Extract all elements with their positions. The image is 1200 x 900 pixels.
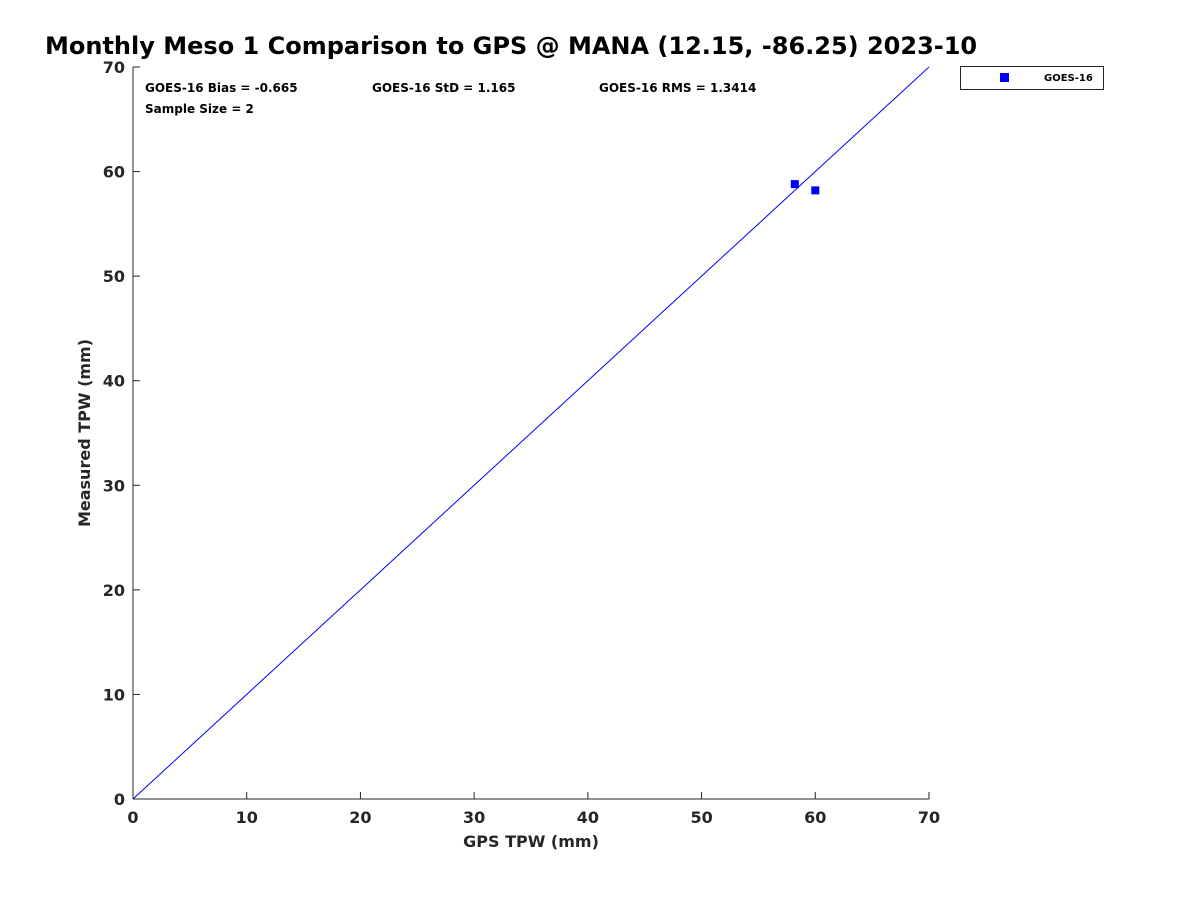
x-axis-ticks: 0 10 20 30 40 50 60 70 [127, 792, 940, 827]
legend: GOES-16 [960, 66, 1104, 90]
legend-marker-goes16 [1000, 73, 1009, 82]
stat-sample-size: Sample Size = 2 [145, 102, 254, 116]
legend-label-goes16: GOES-16 [1044, 73, 1093, 84]
chart-title: Monthly Meso 1 Comparison to GPS @ MANA … [45, 32, 977, 60]
data-point [811, 186, 820, 195]
y-tick-label: 30 [103, 476, 125, 495]
y-tick-label: 0 [114, 790, 125, 809]
stat-bias: GOES-16 Bias = -0.665 [145, 81, 298, 95]
x-tick-label: 50 [690, 808, 712, 827]
data-point [790, 180, 799, 189]
y-axis-ticks: 0 10 20 30 40 50 60 70 [103, 58, 140, 809]
x-tick-label: 60 [804, 808, 826, 827]
y-tick-label: 20 [103, 581, 125, 600]
stat-rms: GOES-16 RMS = 1.3414 [599, 81, 756, 95]
data-points-layer [790, 180, 820, 195]
reference-line-layer [132, 66, 930, 800]
x-tick-label: 10 [236, 808, 258, 827]
y-tick-label: 70 [103, 58, 125, 77]
x-tick-label: 70 [918, 808, 940, 827]
legend-box [960, 66, 1104, 90]
x-tick-label: 30 [463, 808, 485, 827]
y-tick-label: 40 [103, 372, 125, 391]
x-axis-label: GPS TPW (mm) [463, 832, 599, 851]
x-tick-label: 20 [349, 808, 371, 827]
y-tick-label: 10 [103, 685, 125, 704]
y-axis-label: Measured TPW (mm) [75, 339, 94, 527]
x-tick-label: 40 [577, 808, 599, 827]
one-to-one-line [132, 66, 930, 800]
stat-std: GOES-16 StD = 1.165 [372, 81, 515, 95]
y-tick-label: 60 [103, 163, 125, 182]
y-tick-label: 50 [103, 267, 125, 286]
x-tick-label: 0 [127, 808, 138, 827]
